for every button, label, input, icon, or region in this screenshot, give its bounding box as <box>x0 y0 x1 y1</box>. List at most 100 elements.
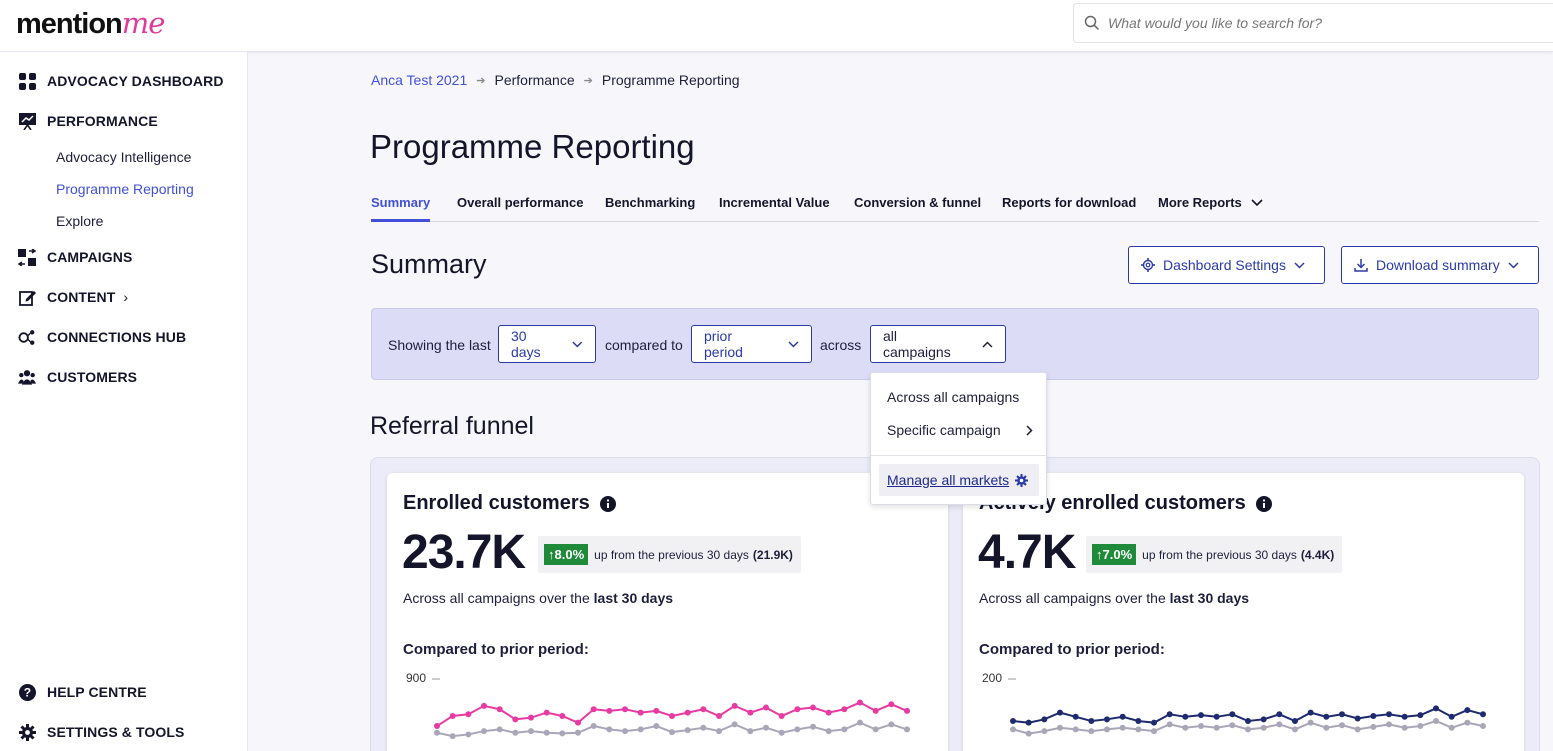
prior-data-point[interactable] <box>857 719 863 726</box>
current-data-point[interactable] <box>1386 711 1392 718</box>
current-data-point[interactable] <box>1464 707 1471 714</box>
current-data-point[interactable] <box>449 712 456 719</box>
tab-incremental-value[interactable]: Incremental Value <box>719 195 830 210</box>
prior-data-point[interactable] <box>763 724 769 731</box>
current-data-point[interactable] <box>653 707 660 714</box>
option-across-all-campaigns[interactable]: Across all campaigns <box>887 389 1020 405</box>
current-data-point[interactable] <box>1354 715 1361 722</box>
current-data-point[interactable] <box>590 706 597 713</box>
prior-data-point[interactable] <box>1433 718 1439 724</box>
current-data-point[interactable] <box>1213 713 1220 720</box>
current-data-point[interactable] <box>1088 718 1095 724</box>
current-data-point[interactable] <box>1104 716 1110 723</box>
prior-data-point[interactable] <box>1245 726 1251 733</box>
current-data-point[interactable] <box>841 706 848 713</box>
prior-data-point[interactable] <box>810 723 816 730</box>
current-data-point[interactable] <box>465 711 472 718</box>
nav-sub-programme-reporting[interactable]: Programme Reporting <box>56 181 194 197</box>
current-data-point[interactable] <box>810 704 816 711</box>
current-data-point[interactable] <box>778 712 785 719</box>
prior-data-point[interactable] <box>700 724 707 731</box>
prior-data-point[interactable] <box>1260 724 1267 731</box>
current-data-point[interactable] <box>1480 711 1486 718</box>
tab-summary[interactable]: Summary <box>371 195 431 222</box>
current-data-point[interactable] <box>1135 718 1142 724</box>
prior-data-point[interactable] <box>559 730 566 737</box>
prior-data-point[interactable] <box>1464 719 1471 726</box>
prior-data-point[interactable] <box>653 723 660 730</box>
prior-data-point[interactable] <box>872 726 879 733</box>
current-data-point[interactable] <box>888 701 895 708</box>
mention-me-logo[interactable]: mentionme <box>16 6 165 40</box>
prior-data-point[interactable] <box>731 721 738 728</box>
current-data-point[interactable] <box>700 706 707 713</box>
current-data-point[interactable] <box>904 707 910 714</box>
prior-data-point[interactable] <box>716 728 722 735</box>
prior-data-point[interactable] <box>1417 723 1424 730</box>
current-data-point[interactable] <box>716 712 722 719</box>
prior-data-point[interactable] <box>1480 723 1486 730</box>
prior-data-point[interactable] <box>481 728 487 735</box>
prior-data-point[interactable] <box>1182 724 1189 731</box>
nav-sub-explore[interactable]: Explore <box>56 213 104 229</box>
prior-data-point[interactable] <box>1198 723 1204 730</box>
manage-all-markets-link[interactable]: Manage all markets <box>879 464 1039 496</box>
search-input[interactable] <box>1108 15 1508 31</box>
current-data-point[interactable] <box>1151 719 1157 726</box>
nav-help-centre[interactable]: ? HELP CENTRE <box>18 683 147 701</box>
breadcrumb-account[interactable]: Anca Test 2021 <box>371 72 468 88</box>
prior-data-point[interactable] <box>841 726 848 733</box>
prior-data-point[interactable] <box>825 728 832 735</box>
prior-data-point[interactable] <box>904 726 910 733</box>
current-data-point[interactable] <box>872 707 879 714</box>
tab-more-reports[interactable]: More Reports <box>1158 195 1263 222</box>
download-summary-button[interactable]: Download summary <box>1341 246 1539 284</box>
nav-settings-tools[interactable]: SETTINGS & TOOLS <box>18 723 184 741</box>
prior-data-point[interactable] <box>1166 721 1173 728</box>
prior-data-point[interactable] <box>1401 724 1408 731</box>
prior-data-point[interactable] <box>669 729 675 736</box>
prior-data-point[interactable] <box>684 727 691 734</box>
prior-data-point[interactable] <box>449 733 456 740</box>
prior-data-point[interactable] <box>1386 721 1392 728</box>
current-data-point[interactable] <box>1370 712 1377 719</box>
prior-data-point[interactable] <box>888 721 895 728</box>
tab-overall-performance[interactable]: Overall performance <box>457 195 584 210</box>
prior-data-point[interactable] <box>528 728 534 735</box>
current-data-point[interactable] <box>1401 713 1408 720</box>
period-select[interactable]: 30 days <box>498 325 596 363</box>
nav-campaigns[interactable]: CAMPAIGNS <box>18 248 132 266</box>
current-data-point[interactable] <box>512 716 519 723</box>
prior-data-point[interactable] <box>1010 726 1016 733</box>
prior-data-point[interactable] <box>496 726 503 733</box>
info-icon[interactable] <box>599 495 616 512</box>
current-data-point[interactable] <box>1010 718 1016 724</box>
current-data-point[interactable] <box>794 706 801 713</box>
prior-data-point[interactable] <box>512 729 519 736</box>
prior-data-point[interactable] <box>747 728 754 735</box>
current-data-point[interactable] <box>1119 713 1126 720</box>
current-data-point[interactable] <box>606 707 613 714</box>
current-data-point[interactable] <box>1245 718 1251 724</box>
prior-data-point[interactable] <box>1119 724 1126 731</box>
current-data-point[interactable] <box>559 712 566 719</box>
info-icon[interactable] <box>1255 495 1272 512</box>
prior-data-point[interactable] <box>1057 724 1063 731</box>
prior-data-point[interactable] <box>606 726 613 733</box>
tab-benchmarking[interactable]: Benchmarking <box>605 195 696 210</box>
current-data-point[interactable] <box>1072 713 1079 720</box>
prior-data-point[interactable] <box>1213 724 1220 731</box>
current-data-point[interactable] <box>1182 713 1189 720</box>
current-data-point[interactable] <box>481 702 487 709</box>
prior-data-point[interactable] <box>1088 728 1095 735</box>
current-data-point[interactable] <box>528 714 534 721</box>
prior-data-point[interactable] <box>1307 719 1314 726</box>
prior-data-point[interactable] <box>1151 728 1157 735</box>
current-data-point[interactable] <box>1229 711 1236 718</box>
current-data-point[interactable] <box>1417 712 1424 719</box>
current-data-point[interactable] <box>637 709 644 716</box>
prior-data-point[interactable] <box>622 728 628 735</box>
prior-data-point[interactable] <box>543 729 550 736</box>
current-data-point[interactable] <box>763 704 769 711</box>
dashboard-settings-button[interactable]: Dashboard Settings <box>1128 246 1325 284</box>
